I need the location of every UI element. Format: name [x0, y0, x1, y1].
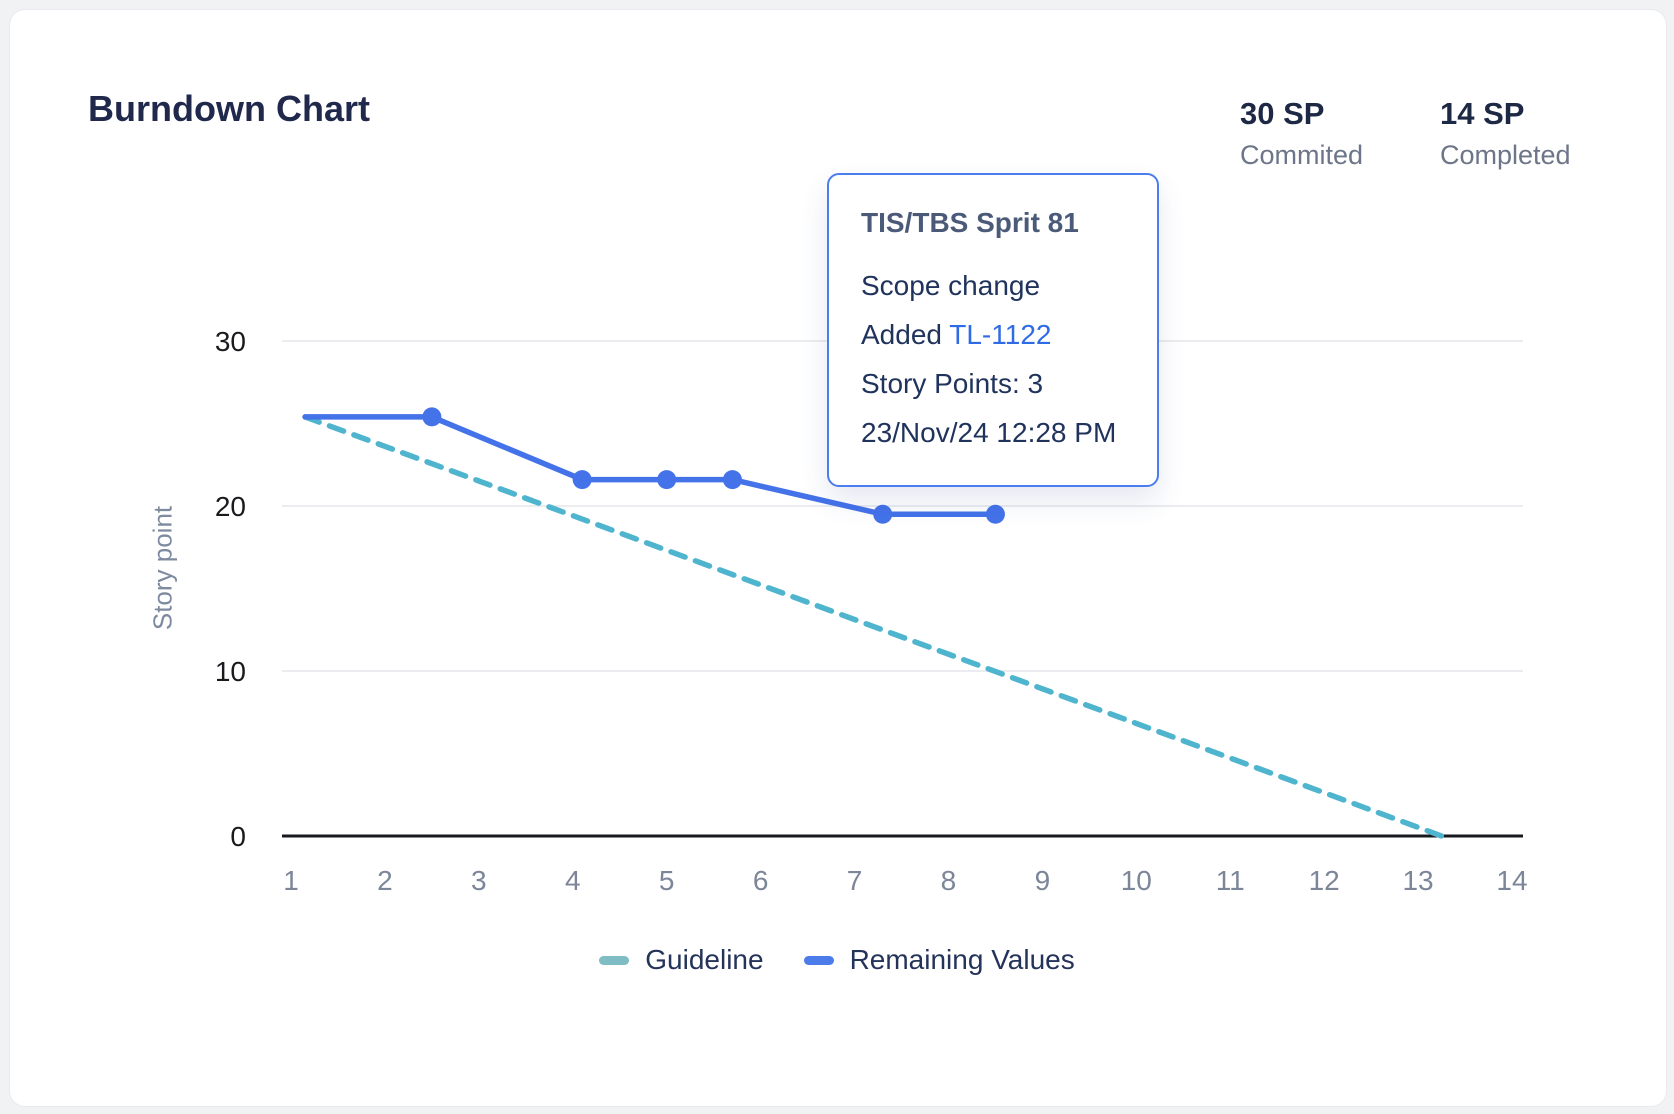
x-tick-label: 3 — [471, 865, 487, 896]
remaining-values-data-point — [985, 504, 1005, 524]
completed-label: Completed — [1440, 140, 1571, 170]
tooltip-story-points: Story Points: 3 — [861, 368, 1044, 399]
x-tick-label: 4 — [565, 865, 581, 896]
remaining-values-data-point — [422, 407, 442, 427]
committed-value: 30 SP — [1240, 96, 1325, 131]
y-tick-label: 0 — [230, 821, 246, 852]
remaining-values-data-point — [873, 504, 893, 524]
x-tick-label: 14 — [1496, 865, 1527, 896]
legend-item-remaining-values[interactable]: Remaining Values — [803, 944, 1075, 976]
x-tick-label: 11 — [1216, 865, 1245, 896]
page-title: Burndown Chart — [88, 88, 370, 129]
completed-stat: 14 SP Completed — [1440, 96, 1571, 171]
x-tick-label: 10 — [1121, 865, 1152, 896]
x-tick-label: 1 — [283, 865, 299, 896]
completed-value: 14 SP — [1440, 96, 1525, 131]
tooltip-event: Scope change — [861, 270, 1041, 301]
tooltip-sprint-title: TIS/TBS Sprit 81 — [861, 207, 1079, 238]
x-tick-label: 13 — [1402, 865, 1433, 896]
issue-link[interactable]: TL-1122 — [949, 319, 1052, 350]
x-tick-label: 9 — [1035, 865, 1051, 896]
tooltip-added-prefix: Added — [861, 319, 950, 350]
y-tick-label: 20 — [215, 491, 246, 522]
scope-change-tooltip: TIS/TBS Sprit 81 Scope change Added TL-1… — [827, 173, 1159, 487]
y-tick-label: 30 — [215, 326, 246, 357]
remaining-values-swatch-icon — [803, 955, 834, 965]
guideline-series-line — [302, 414, 1445, 839]
tooltip-added-row: Added TL-1122 — [861, 310, 1129, 359]
x-tick-label: 6 — [753, 865, 769, 896]
chart-legend: Guideline Remaining Values — [0, 944, 1674, 976]
y-tick-label: 10 — [215, 656, 246, 687]
x-tick-label: 5 — [659, 865, 675, 896]
y-axis-title: Story point — [147, 505, 178, 631]
legend-item-guideline[interactable]: Guideline — [599, 944, 764, 976]
remaining-values-data-point — [572, 470, 592, 490]
committed-stat: 30 SP Commited — [1240, 96, 1363, 171]
x-tick-label: 7 — [847, 865, 863, 896]
remaining-values-data-point — [657, 470, 677, 490]
guideline-swatch-icon — [599, 955, 630, 965]
tooltip-timestamp: 23/Nov/24 12:28 PM — [861, 417, 1117, 448]
x-tick-label: 12 — [1309, 865, 1340, 896]
x-tick-label: 8 — [941, 865, 957, 896]
committed-label: Commited — [1240, 140, 1364, 170]
guideline-label: Guideline — [645, 944, 764, 975]
remaining-values-label: Remaining Values — [849, 944, 1075, 975]
x-tick-label: 2 — [377, 865, 393, 896]
remaining-values-data-point — [722, 470, 742, 490]
